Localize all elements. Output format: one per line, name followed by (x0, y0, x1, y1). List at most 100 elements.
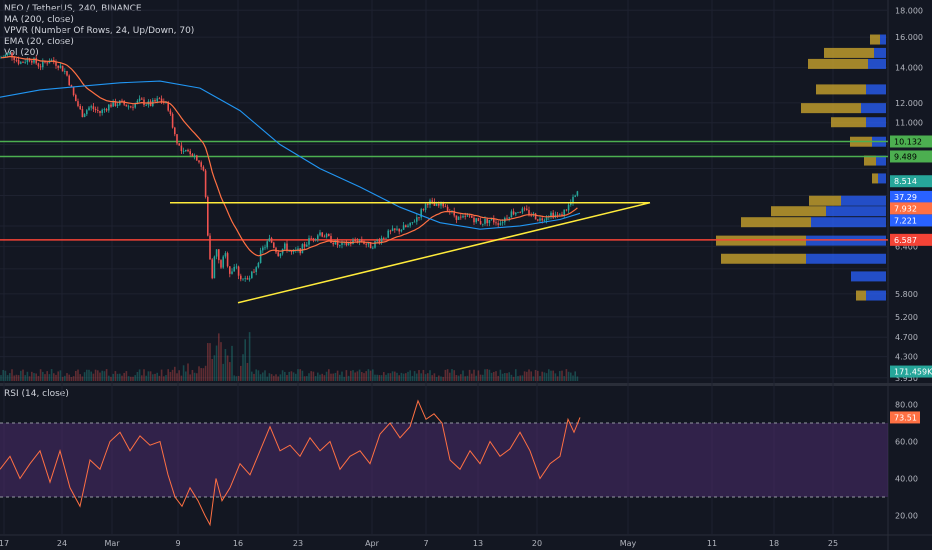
volume-bar (387, 373, 389, 381)
candle-body (339, 244, 341, 246)
volume-bar (345, 370, 348, 381)
candle-body (136, 100, 139, 104)
volume-bar (299, 369, 301, 381)
volume-bar (398, 375, 400, 381)
candle-body (539, 218, 541, 221)
candle-body (94, 108, 97, 110)
volume-bar (33, 373, 35, 381)
candle-body (97, 109, 99, 111)
candle-body (358, 239, 361, 243)
volume-bar (226, 355, 229, 381)
volume-bar (442, 376, 444, 381)
indicator-vol[interactable]: Vol (20) (4, 48, 39, 58)
volume-bar (402, 373, 405, 381)
volume-bar (48, 374, 51, 381)
candles (0, 51, 579, 282)
volume-bar (310, 371, 312, 381)
volume-bar (526, 371, 528, 381)
volume-bar (510, 374, 513, 381)
candle-body (59, 65, 62, 68)
indicator-vpvr[interactable]: VPVR (Number Of Rows, 24, Up/Down, 70) (4, 26, 195, 36)
volume-bar (523, 371, 526, 381)
candle-body (418, 217, 420, 219)
volume-bar (383, 372, 385, 381)
volume-bar (176, 373, 178, 381)
candle-body (209, 235, 211, 260)
candle-body (259, 250, 262, 263)
x-tick-label: 23 (293, 539, 303, 548)
candle-body (158, 98, 161, 100)
candle-body (138, 98, 141, 101)
candle-body (246, 278, 249, 280)
volume-bar (286, 375, 288, 381)
volume-bar (486, 369, 488, 381)
volume-bar (479, 374, 482, 381)
candle-body (101, 109, 103, 113)
vp-down-bar (808, 58, 868, 69)
volume-bar (501, 373, 504, 381)
volume-bar (427, 373, 429, 381)
candle-body (13, 57, 15, 60)
candle-body (6, 53, 9, 55)
candle-body (253, 271, 255, 273)
indicator-ema[interactable]: EMA (20, close) (4, 37, 74, 47)
candle-body (446, 206, 449, 212)
volume-bar (143, 369, 145, 381)
symbol-title[interactable]: NEO / TetherUS, 240, BINANCE (4, 4, 142, 14)
candle-body (336, 240, 339, 246)
candle-body (17, 59, 20, 64)
candle-body (83, 114, 86, 118)
candle-body (501, 222, 504, 224)
volume-bar (112, 373, 114, 381)
candle-body (191, 154, 194, 157)
candle-body (176, 134, 178, 144)
candle-body (563, 209, 565, 217)
candle-body (81, 109, 84, 118)
volume-bar (101, 370, 103, 381)
vp-down-bar (856, 290, 866, 301)
candle-body (160, 98, 163, 102)
candle-body (506, 217, 508, 219)
volume-bar (246, 362, 249, 381)
candle-body (515, 212, 517, 215)
candle-body (347, 242, 350, 246)
volume-bar (182, 365, 185, 381)
volume-bar (154, 373, 156, 381)
x-tick-label: 18 (769, 539, 779, 548)
candle-body (328, 234, 330, 237)
volume-bar (552, 370, 554, 381)
candle-body (565, 209, 568, 211)
candle-body (231, 271, 233, 274)
candle-body (215, 249, 218, 257)
candle-body (114, 101, 117, 106)
candle-body (497, 223, 499, 225)
volume-bar (405, 373, 407, 381)
volume-bar (572, 375, 574, 381)
candle-body (413, 221, 416, 223)
volume-bar (548, 369, 550, 381)
volume-bar (312, 371, 315, 381)
indicator-ma[interactable]: MA (200, close) (4, 15, 74, 25)
vp-down-bar (831, 117, 866, 128)
y-tick-label: 14.000 (895, 64, 923, 73)
volume-bar (185, 371, 187, 381)
rsi-title[interactable]: RSI (14, close) (4, 389, 69, 399)
volume-bar (482, 374, 484, 381)
volume-bar (121, 375, 123, 381)
rsi-badge-label: 73.51 (894, 413, 917, 422)
volume-bar (13, 375, 15, 381)
y-tick-label: 6.400 (895, 242, 918, 251)
candle-body (288, 250, 290, 252)
volume-bar (532, 376, 535, 381)
candle-body (398, 228, 400, 232)
volume-bar (72, 376, 75, 381)
volume-bar (77, 369, 79, 381)
candle-body (46, 62, 48, 64)
volume-bar (453, 370, 455, 381)
candle-body (460, 216, 462, 218)
volume-bar (160, 369, 163, 381)
candle-body (204, 170, 207, 197)
candle-body (264, 247, 266, 249)
volume-bar (158, 375, 161, 381)
